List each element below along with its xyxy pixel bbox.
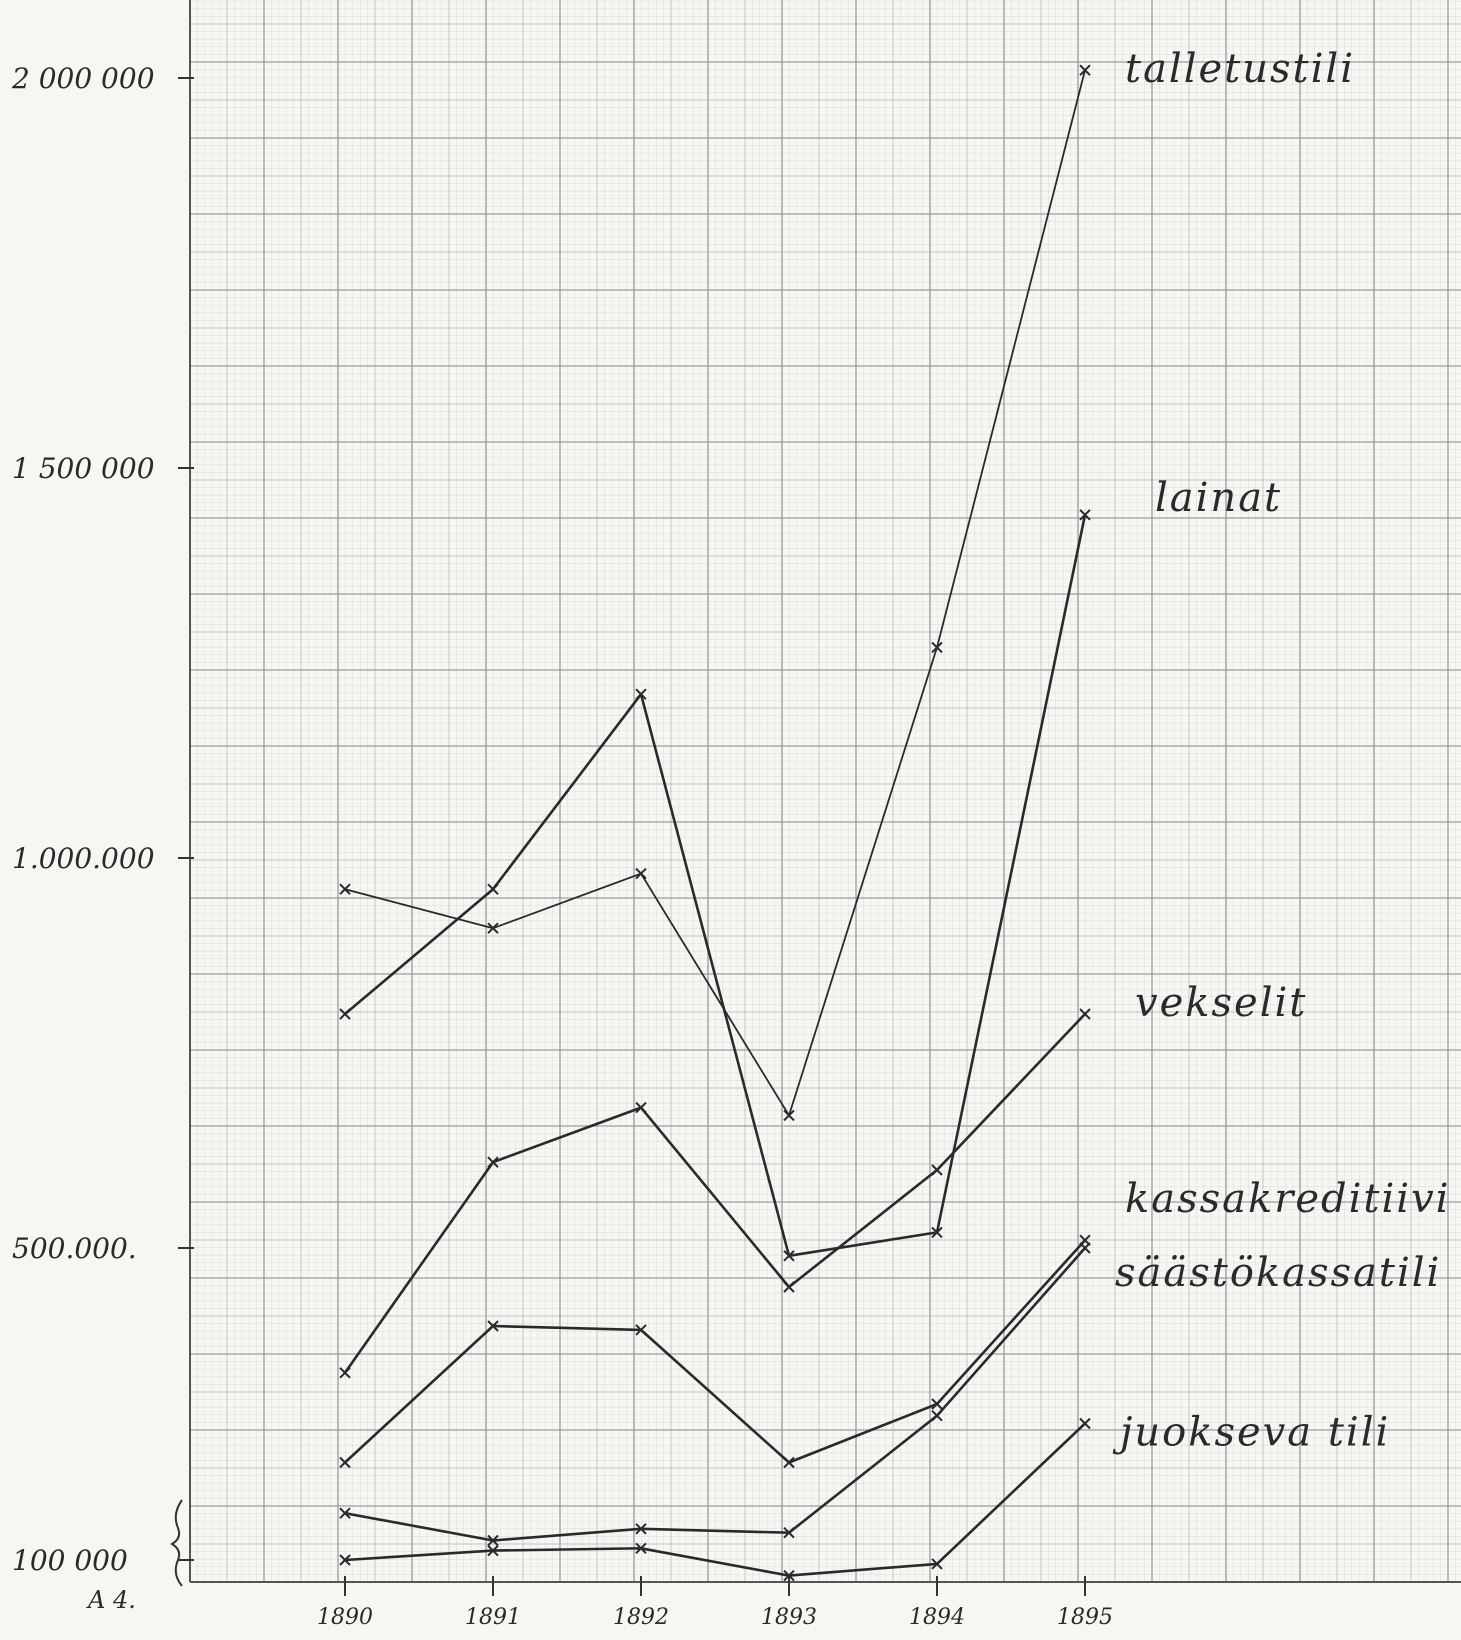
data-point — [931, 1558, 943, 1570]
series-label: vekselit — [1135, 980, 1307, 1026]
series-line-0 — [344, 69, 1086, 1117]
data-point — [931, 1409, 943, 1422]
data-point — [783, 1109, 795, 1122]
y-tick-label: 100 000 — [12, 1544, 128, 1577]
data-point — [635, 1324, 647, 1336]
data-point — [783, 1281, 795, 1293]
y-tick-label: 1 500 000 — [12, 452, 155, 485]
y-tick-label: 2 000 000 — [11, 62, 155, 95]
data-point — [487, 922, 499, 934]
data-point — [339, 1554, 351, 1566]
data-point — [487, 1156, 499, 1168]
data-point — [783, 1526, 795, 1539]
series-line-4 — [344, 1247, 1086, 1542]
series-line-5 — [344, 1422, 1086, 1577]
data-point — [487, 883, 499, 895]
data-point — [339, 883, 351, 895]
series-label: talletustili — [1125, 46, 1355, 92]
data-point — [1079, 64, 1091, 76]
data-point — [783, 1569, 795, 1582]
brace-mark — [170, 1499, 183, 1587]
data-point — [635, 1101, 647, 1114]
data-point — [1079, 1008, 1091, 1020]
data-point — [931, 641, 943, 654]
series-label: lainat — [1155, 475, 1282, 521]
series-line-2 — [343, 1013, 1086, 1374]
data-point — [339, 1456, 351, 1469]
data-point — [931, 1164, 943, 1176]
data-point — [783, 1456, 795, 1469]
x-tick-label: 1890 — [317, 1605, 373, 1630]
data-point — [487, 1544, 499, 1557]
data-point — [783, 1250, 795, 1262]
data-point — [931, 1398, 943, 1410]
y-tick-label: 1.000.000 — [12, 842, 155, 875]
data-point — [339, 1367, 351, 1379]
data-point — [487, 1534, 499, 1547]
series-line-1 — [344, 514, 1087, 1258]
series-label: kassakreditiivi — [1125, 1176, 1450, 1222]
series-line-3 — [344, 1239, 1086, 1464]
data-point — [635, 1523, 647, 1535]
series-label: säästökassatili — [1115, 1250, 1441, 1296]
x-tick-label: 1891 — [465, 1605, 521, 1630]
series-lines — [343, 69, 1087, 1577]
x-tick-label: 1894 — [909, 1605, 965, 1630]
data-point — [487, 1320, 499, 1332]
data-point — [339, 1008, 351, 1020]
data-point — [931, 1226, 943, 1239]
data-point — [1079, 509, 1091, 521]
series-label: juokseva tili — [1112, 1410, 1390, 1456]
data-point — [635, 1542, 647, 1555]
data-point — [1079, 1417, 1091, 1430]
sheet-note: A 4. — [86, 1586, 136, 1614]
data-point — [635, 867, 647, 880]
axes — [170, 0, 1461, 1596]
y-tick-label: 500.000. — [12, 1232, 137, 1265]
x-tick-label: 1892 — [613, 1605, 669, 1630]
series-points — [339, 64, 1091, 1582]
data-point — [635, 688, 647, 700]
data-point — [1079, 1242, 1091, 1254]
data-point — [339, 1507, 351, 1519]
x-tick-label: 1895 — [1057, 1605, 1113, 1630]
x-tick-label: 1893 — [761, 1605, 817, 1630]
chart-labels: 2 000 000 1 500 000 1.000.000 500.000. 100 0… — [11, 46, 1450, 1630]
